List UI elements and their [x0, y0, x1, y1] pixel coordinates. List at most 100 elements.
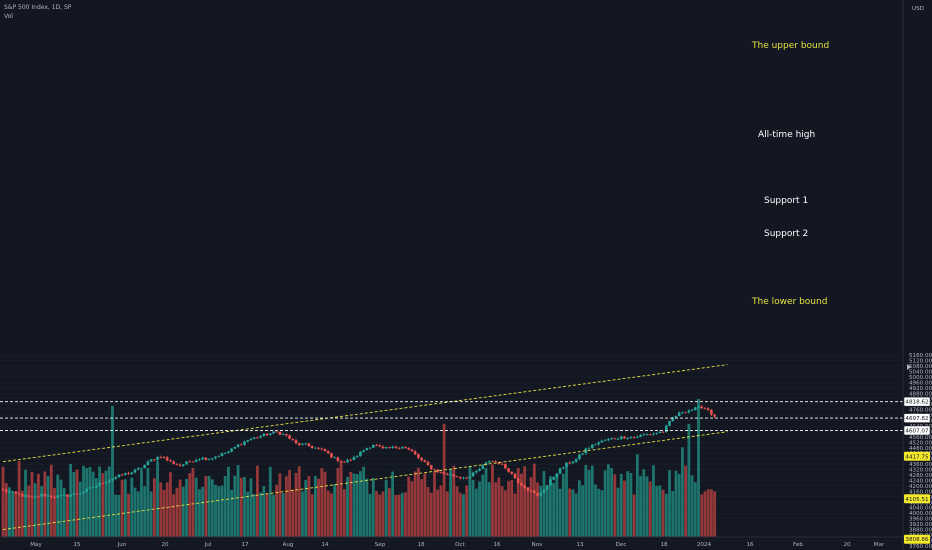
candle-body-49	[159, 457, 163, 458]
volume-bar-29	[94, 478, 98, 537]
volume-bar-137	[442, 423, 446, 537]
volume-bar-42	[136, 491, 140, 537]
candle-body-143	[462, 477, 465, 479]
scroll-right-icon[interactable]	[907, 364, 911, 370]
volume-bar-206	[664, 493, 668, 537]
candle-body-97	[314, 447, 317, 449]
price-tick-3920: 3920.00	[909, 522, 932, 528]
volume-bar-204	[658, 485, 662, 537]
volume-bar-59	[191, 468, 195, 537]
volume-bar-25	[82, 465, 85, 537]
volume-bar-7	[24, 469, 27, 537]
volume-bar-139	[449, 469, 452, 537]
volume-bar-221	[713, 491, 717, 537]
candle-body-15	[50, 495, 53, 498]
candle-body-139	[449, 474, 452, 476]
volume-bar-133	[429, 492, 433, 537]
candle-body-19	[62, 494, 66, 496]
price-tick-5080: 5080.00	[909, 364, 932, 370]
volume-bar-174	[561, 473, 565, 537]
volume-bar-183	[590, 465, 594, 537]
candle-body-171	[552, 477, 555, 480]
volume-bar-151	[487, 482, 491, 537]
time-tick-4: Jul	[204, 542, 212, 548]
candle-body-87	[281, 434, 285, 436]
volume-bar-216	[697, 399, 700, 537]
time-axis[interactable]: May 15 Jun 20 Jul 17 Aug 14 Sep 18 Oct 16 Nov 13 Dec 18…	[0, 536, 903, 548]
volume-bar-35	[114, 494, 118, 537]
candle-body-88	[285, 434, 288, 436]
volume-bar-98	[317, 478, 320, 537]
candle-body-129	[417, 454, 420, 458]
candle-body-82	[265, 433, 269, 436]
volume-bar-0	[1, 466, 5, 537]
candle-body-194	[626, 438, 629, 439]
volume-bar-134	[433, 471, 436, 537]
volume-bar-15	[49, 464, 53, 537]
price-tick-3960: 3960.00	[909, 517, 932, 523]
candle-body-131	[423, 460, 427, 462]
volume-bar-112	[362, 466, 366, 537]
price-tick-4000: 4000.00	[909, 511, 932, 517]
candle-body-23	[75, 493, 79, 495]
candle-body-25	[82, 491, 85, 494]
volume-bar-53	[172, 494, 176, 537]
volume-bar-154	[497, 477, 501, 537]
candle-body-29	[95, 485, 98, 488]
candle-body-50	[162, 457, 166, 458]
volume-bar-167	[539, 485, 543, 537]
volume-bar-157	[507, 481, 510, 537]
volume-bar-162	[523, 466, 527, 537]
price-tick-4520: 4520.00	[909, 440, 932, 446]
candle-body-117	[378, 445, 382, 447]
candle-body-103	[333, 457, 336, 459]
candle-body-206	[665, 425, 668, 432]
volume-bar-19	[62, 487, 66, 537]
price-tick-4760: 4760.00	[909, 408, 932, 414]
volume-bar-168	[542, 471, 546, 537]
volume-bar-61	[198, 489, 201, 537]
volume-bar-161	[520, 473, 523, 537]
volume-bar-197	[635, 454, 639, 537]
candle-body-201	[648, 434, 652, 435]
volume-bar-198	[639, 476, 642, 537]
volume-bar-182	[587, 469, 591, 537]
candle-body-156	[504, 464, 507, 469]
candle-body-76	[246, 440, 250, 442]
volume-bar-144	[465, 485, 469, 537]
volume-bar-219	[706, 489, 710, 537]
volume-bar-17	[56, 474, 60, 537]
volume-indicator-label[interactable]: Vol	[4, 13, 13, 20]
volume-bar-140	[452, 465, 456, 537]
annotation-support-2: Support 2	[764, 229, 808, 239]
candle-body-204	[658, 431, 662, 433]
candle-body-220	[710, 410, 713, 415]
volume-bar-143	[462, 494, 465, 537]
volume-bar-200	[645, 476, 649, 537]
candle-body-43	[140, 468, 143, 469]
candle-body-107	[346, 459, 349, 463]
volume-bar-13	[43, 471, 47, 537]
volume-bar-126	[407, 476, 411, 537]
volume-bar-176	[568, 488, 572, 537]
volume-bar-51	[165, 482, 169, 537]
candle-body-58	[188, 461, 192, 463]
annotation-support-1: Support 1	[764, 196, 808, 206]
volume-bar-41	[133, 487, 137, 537]
volume-bar-178	[574, 493, 578, 537]
candle-body-113	[365, 448, 369, 451]
chart-title[interactable]: S&P 500 Index, 1D, SP	[4, 4, 72, 11]
volume-bar-14	[46, 475, 50, 537]
volume-bar-171	[552, 482, 556, 537]
volume-bar-23	[75, 469, 79, 537]
volume-bar-110	[355, 474, 359, 537]
candle-body-152	[491, 461, 494, 463]
candle-body-166	[536, 493, 539, 496]
volume-bar-147	[474, 488, 478, 537]
candle-body-221	[713, 414, 716, 417]
volume-bar-129	[416, 467, 420, 537]
candle-body-175	[565, 462, 568, 468]
volume-bar-214	[690, 475, 694, 537]
candle-body-173	[558, 468, 562, 474]
